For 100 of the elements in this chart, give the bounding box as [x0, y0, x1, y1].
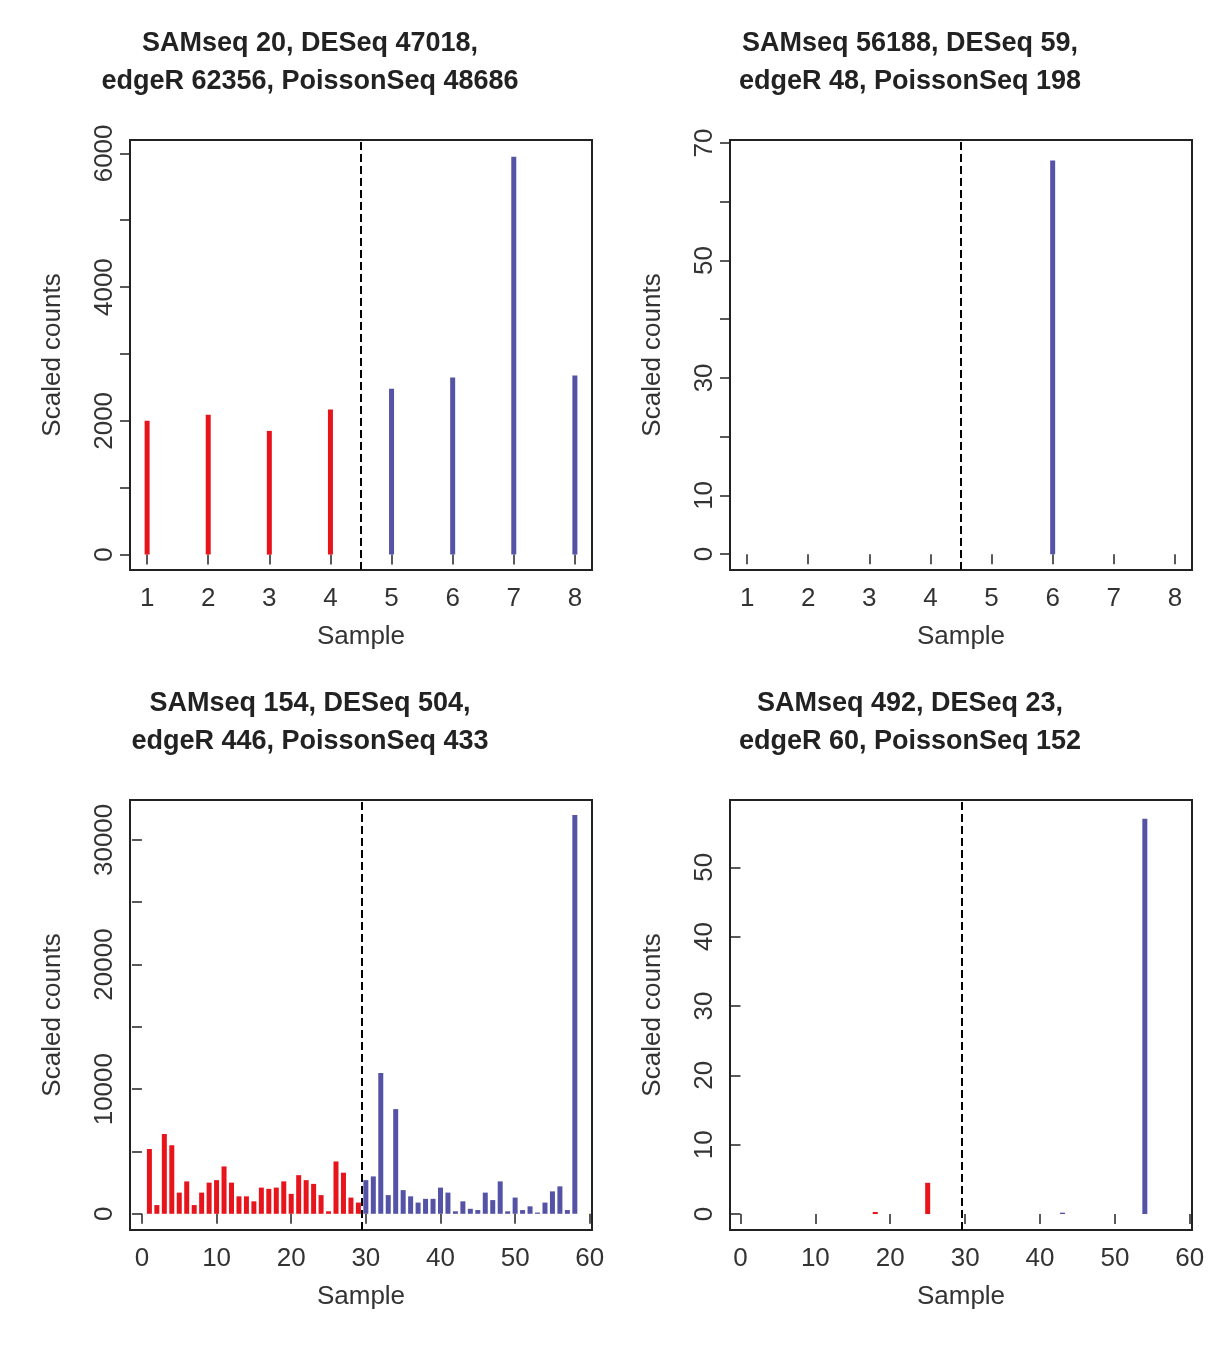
y-tick-label: 0: [88, 1206, 118, 1222]
bar: [542, 1202, 548, 1214]
bar: [400, 1190, 406, 1214]
bar: [184, 1181, 190, 1214]
y-tick-label: 10000: [88, 1053, 118, 1126]
bar: [445, 1192, 451, 1214]
x-axis-title: Sample: [916, 1280, 1006, 1310]
bar: [497, 1181, 503, 1214]
bar: [273, 1187, 279, 1214]
bar: [572, 814, 578, 1214]
bar: [385, 1195, 391, 1214]
y-axis-title: Scaled counts: [36, 273, 66, 437]
bar: [154, 1205, 160, 1214]
y-axis-title: Scaled counts: [36, 933, 66, 1097]
y-tick-label: 10: [688, 480, 718, 510]
bar: [144, 420, 150, 555]
y-tick-label: 40: [688, 922, 718, 952]
x-axis-title: Sample: [916, 620, 1006, 650]
y-tick-label: 50: [688, 245, 718, 275]
y-tick-label: 0: [688, 546, 718, 562]
bar: [288, 1193, 294, 1214]
x-tick-label: 1: [739, 582, 755, 612]
bar: [557, 1186, 563, 1214]
y-tick-label: 6000: [88, 124, 118, 183]
bar: [378, 1072, 384, 1214]
bar: [236, 1196, 242, 1214]
bar: [475, 1210, 481, 1214]
x-tick-label: 4: [323, 582, 338, 612]
bar: [452, 1211, 458, 1214]
x-tick-label: 40: [1025, 1242, 1055, 1272]
bar: [266, 430, 272, 555]
bar: [370, 1176, 376, 1214]
bar: [511, 156, 517, 555]
bar: [161, 1134, 167, 1214]
bar: [229, 1182, 235, 1214]
bar: [572, 375, 578, 555]
x-tick-label: 50: [1100, 1242, 1130, 1272]
bar: [214, 1180, 220, 1214]
bar: [423, 1198, 429, 1214]
y-tick-label: 4000: [88, 258, 118, 317]
x-tick-label: 2: [200, 582, 216, 612]
x-tick-label: 60: [575, 1242, 605, 1272]
bar: [206, 1182, 212, 1214]
bar: [450, 377, 456, 555]
bar: [1142, 818, 1148, 1215]
bar: [564, 1210, 570, 1214]
bar: [258, 1187, 264, 1214]
x-tick-label: 4: [923, 582, 938, 612]
x-axis-title: Sample: [316, 620, 406, 650]
x-tick-label: 10: [202, 1242, 232, 1272]
y-tick-label: 30: [688, 991, 718, 1021]
y-axis-title: Scaled counts: [636, 273, 666, 437]
bar: [925, 1182, 931, 1215]
y-tick-label: 0: [88, 547, 118, 562]
bar: [251, 1201, 257, 1214]
bar: [333, 1161, 339, 1214]
y-tick-label: 2000: [88, 391, 118, 450]
bar: [363, 1180, 369, 1214]
bar: [408, 1196, 414, 1214]
y-tick-label: 10: [688, 1130, 718, 1160]
x-tick-label: 60: [1175, 1242, 1205, 1272]
bar: [467, 1208, 473, 1214]
bar: [146, 1148, 152, 1214]
bar: [243, 1196, 249, 1214]
chart-title: SAMseq 492, DESeq 23, edgeR 60, PoissonSeq 152: [738, 687, 1082, 755]
bar: [326, 1211, 332, 1214]
x-axis-title: Sample: [316, 1280, 406, 1310]
bar: [281, 1181, 287, 1214]
x-tick-label: 3: [862, 582, 877, 612]
x-tick-label: 50: [500, 1242, 530, 1272]
x-tick-label: 30: [950, 1242, 980, 1272]
x-tick-label: 8: [567, 582, 583, 612]
chart-title: SAMseq 154, DESeq 504, edgeR 446, PoissonSeq 433: [131, 687, 489, 755]
bar: [460, 1201, 466, 1214]
y-tick-label: 30: [688, 363, 718, 393]
bar: [549, 1191, 555, 1214]
y-tick-label: 0: [688, 1206, 718, 1222]
bar: [176, 1192, 182, 1214]
y-tick-label: 30000: [88, 803, 118, 877]
bar: [318, 1195, 324, 1214]
bar: [311, 1183, 317, 1214]
bar: [437, 1187, 443, 1214]
x-tick-label: 30: [351, 1242, 381, 1272]
x-tick-label: 7: [1106, 582, 1122, 612]
bar: [296, 1175, 302, 1214]
bar: [393, 1109, 399, 1214]
bar: [505, 1211, 511, 1214]
x-tick-label: 3: [262, 582, 277, 612]
bar: [348, 1197, 354, 1214]
y-tick-label: 70: [688, 128, 718, 158]
x-tick-label: 6: [445, 582, 460, 612]
y-axis-title: Scaled counts: [636, 933, 666, 1097]
bar: [512, 1197, 518, 1214]
bar: [191, 1205, 197, 1214]
bar: [389, 388, 395, 555]
bar: [199, 1192, 205, 1214]
x-tick-label: 40: [426, 1242, 455, 1272]
y-tick-label: 20: [688, 1060, 718, 1090]
bar: [527, 1206, 533, 1214]
x-tick-label: 0: [733, 1242, 748, 1272]
